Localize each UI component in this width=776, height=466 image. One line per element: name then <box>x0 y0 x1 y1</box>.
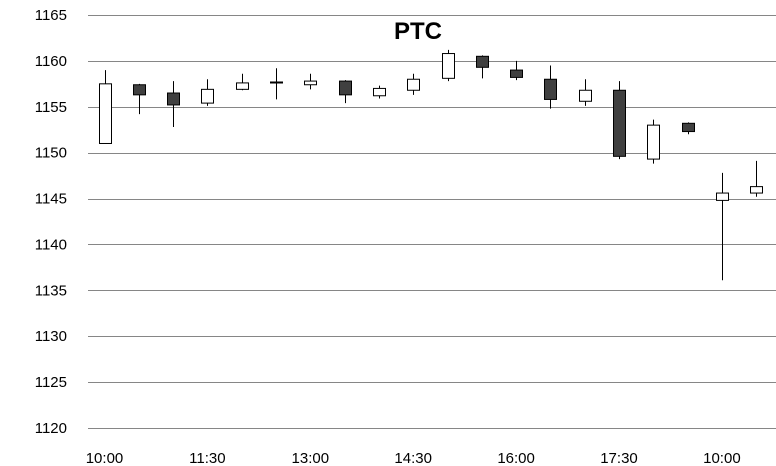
candle <box>613 81 626 160</box>
candle <box>167 81 180 127</box>
candle-body-up <box>99 83 112 144</box>
candle-body-down <box>544 78 557 100</box>
gridlines <box>88 15 776 429</box>
candle-body-up <box>579 89 592 102</box>
candle-body-down <box>613 89 626 157</box>
x-axis-tick-labels: 10:00 11:30 13:00 14:30 16:00 17:30 10:00 <box>86 450 741 466</box>
candles <box>99 49 763 281</box>
candle <box>133 83 146 115</box>
candle-body-up <box>236 82 249 90</box>
candle-body-up <box>373 87 386 97</box>
y-tick-label: 1135 <box>35 282 67 299</box>
y-axis-tick-labels: 1120 1125 1130 1135 1140 1145 1150 1155 1160 1165 <box>35 7 67 437</box>
candle <box>270 68 283 100</box>
candle <box>476 55 489 79</box>
y-tick-label: 1120 <box>35 420 67 437</box>
candle <box>510 60 523 81</box>
candle <box>682 122 695 135</box>
candle-body-down <box>133 84 146 96</box>
candle <box>201 79 214 106</box>
y-tick-label: 1155 <box>35 99 67 116</box>
x-tick-label: 14:30 <box>394 450 432 466</box>
candle <box>339 80 352 104</box>
x-tick-label: 13:00 <box>292 450 330 466</box>
candle-body-down <box>476 55 489 68</box>
candle <box>579 79 592 106</box>
y-tick-label: 1160 <box>35 53 67 70</box>
candle <box>716 172 729 281</box>
candle-body-up <box>442 53 455 79</box>
candle <box>236 73 249 91</box>
x-tick-label: 10:00 <box>703 450 741 466</box>
candle <box>304 73 317 90</box>
candle <box>647 119 660 164</box>
x-tick-label: 16:00 <box>497 450 535 466</box>
x-tick-label: 10:00 <box>86 450 124 466</box>
candle-body-down <box>339 80 352 96</box>
candle-body-up <box>647 124 660 160</box>
y-tick-label: 1125 <box>35 374 67 391</box>
candle-body-up <box>716 192 729 201</box>
candle-body-down <box>510 69 523 78</box>
candle <box>99 70 112 144</box>
candle-body-up <box>201 88 214 104</box>
candle <box>407 73 420 95</box>
candle-body-up <box>407 78 420 91</box>
candle-body-down <box>682 122 695 133</box>
y-tick-label: 1140 <box>35 236 67 253</box>
candle-body-up <box>750 186 763 194</box>
y-tick-label: 1165 <box>35 7 67 24</box>
candle <box>544 65 557 109</box>
candle <box>442 49 455 82</box>
candle <box>373 85 386 99</box>
chart-title: PTC <box>394 18 442 45</box>
candle-body-down <box>270 81 283 84</box>
y-tick-label: 1145 <box>35 191 67 208</box>
candle-body-up <box>304 80 317 86</box>
candle <box>750 160 763 197</box>
candle-body-down <box>167 92 180 106</box>
y-tick-label: 1150 <box>35 145 67 162</box>
y-tick-label: 1130 <box>35 328 67 345</box>
x-tick-label: 17:30 <box>600 450 638 466</box>
x-tick-label: 11:30 <box>189 450 225 466</box>
